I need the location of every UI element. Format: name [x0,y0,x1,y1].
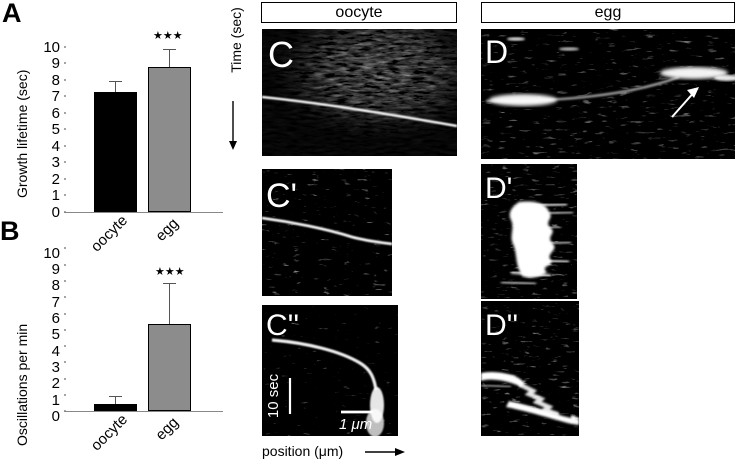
svg-text:C: C [268,34,294,75]
svg-text:C'': C'' [266,309,299,342]
svg-text:D: D [485,34,508,70]
svg-text:C': C' [266,177,297,215]
svg-text:D'': D'' [485,309,518,342]
svg-text:1 μm: 1 μm [339,416,372,433]
svg-text:10 sec: 10 sec [265,373,282,418]
svg-text:D': D' [485,172,512,205]
